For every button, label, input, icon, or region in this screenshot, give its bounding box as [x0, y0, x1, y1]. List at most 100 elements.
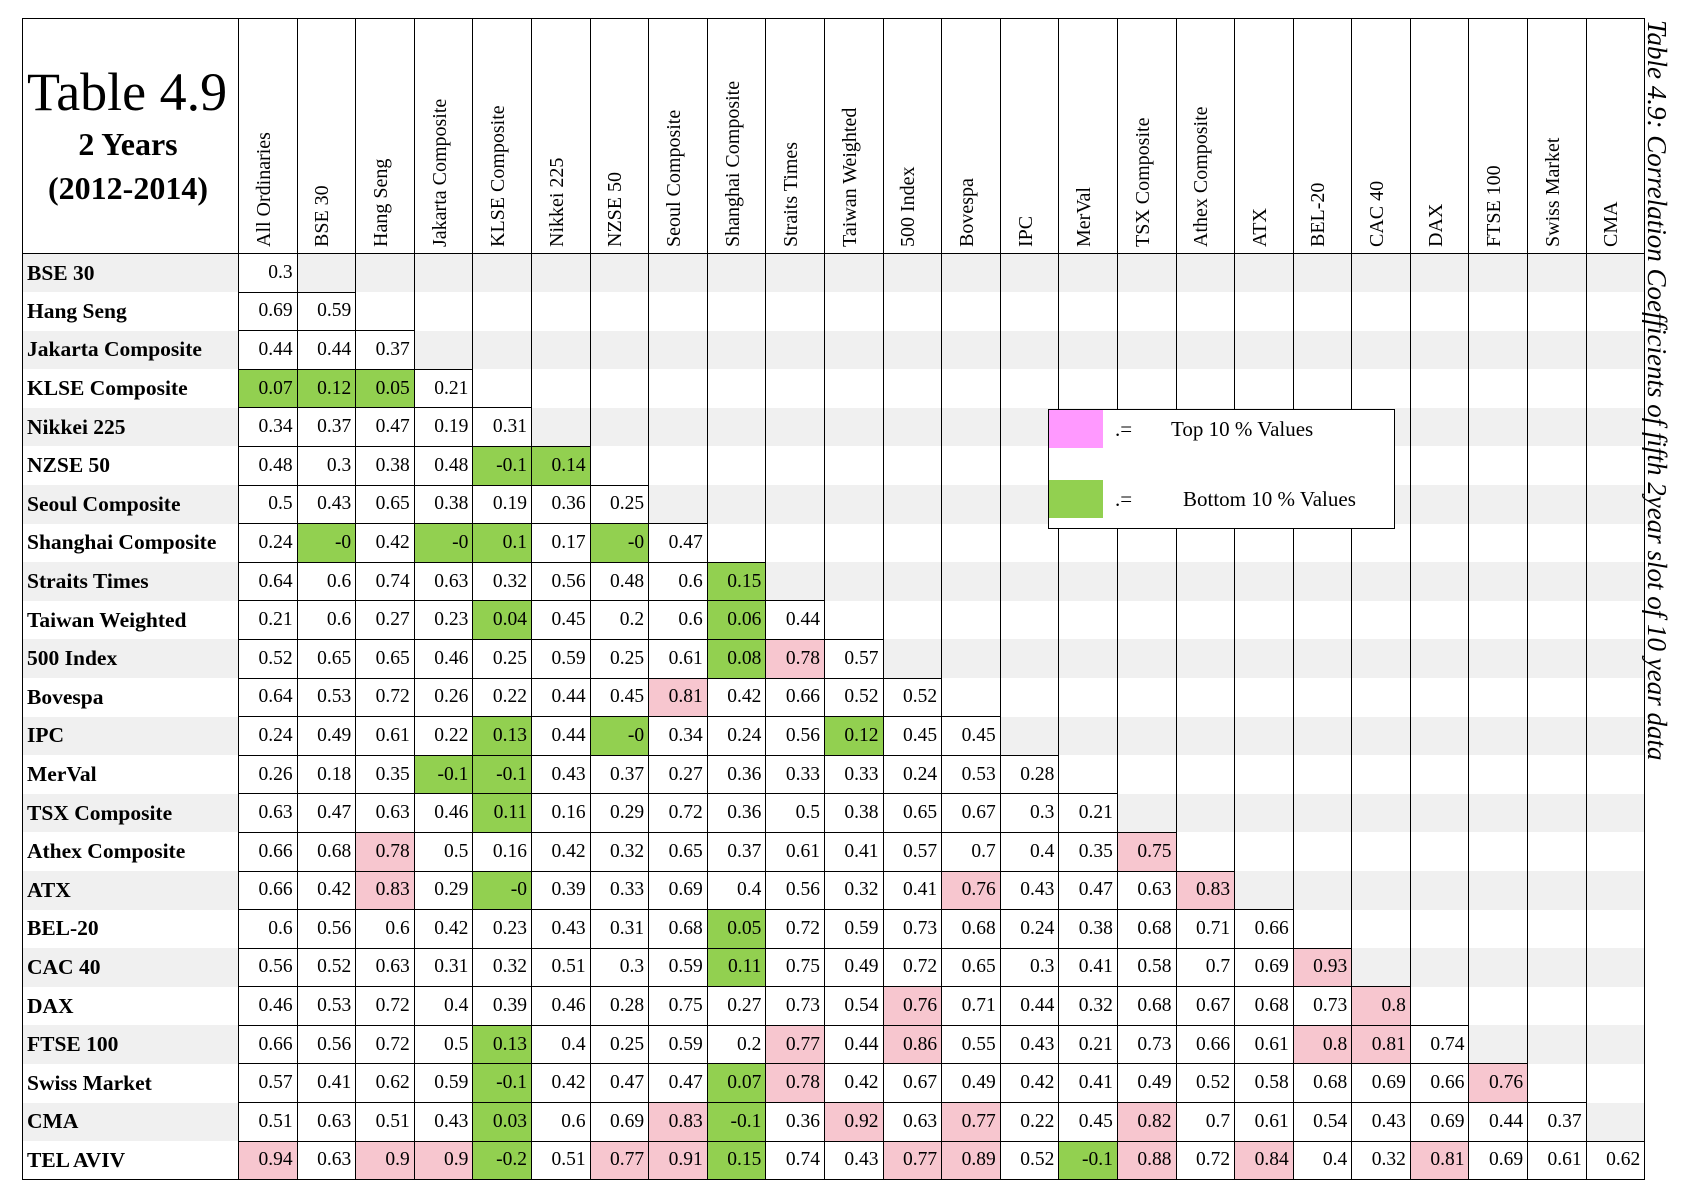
- row-label: DAX: [22, 986, 239, 1026]
- empty-cell: [1468, 407, 1528, 447]
- empty-cell: [1409, 369, 1469, 408]
- value-cell: 0.43: [1351, 1102, 1411, 1142]
- value-cell: 0.43: [530, 909, 591, 949]
- empty-cell: [1234, 253, 1294, 293]
- empty-cell: [1058, 678, 1118, 717]
- empty-cell: [1175, 678, 1235, 717]
- column-header: Athex Composite: [1175, 18, 1235, 254]
- correlation-table: Table 4.9 2 Years (2012-2014) All Ordina…: [22, 18, 1646, 1181]
- value-cell: 0.72: [648, 793, 708, 833]
- value-cell: 0.1: [472, 523, 532, 563]
- row-label: NZSE 50: [22, 446, 239, 486]
- value-cell: 0.69: [1409, 1102, 1469, 1142]
- empty-cell: [823, 330, 884, 370]
- empty-cell: [706, 446, 766, 486]
- empty-cell: [706, 407, 766, 447]
- value-cell: 0.06: [706, 600, 766, 640]
- value-cell: 0.68: [1116, 909, 1176, 949]
- value-cell: 0.32: [472, 561, 532, 602]
- empty-cell: [472, 292, 532, 331]
- value-cell: -0: [296, 523, 356, 563]
- empty-cell: [1468, 562, 1528, 601]
- empty-cell: [1527, 639, 1587, 679]
- empty-cell: [530, 369, 591, 408]
- value-cell: -0.1: [1058, 1140, 1118, 1181]
- empty-cell: [765, 523, 825, 563]
- column-header: BSE 30: [296, 18, 356, 254]
- empty-cell: [882, 639, 942, 679]
- empty-cell: [1409, 485, 1469, 524]
- empty-cell: [1585, 407, 1645, 447]
- empty-cell: [1292, 755, 1352, 794]
- value-cell: 0.68: [648, 909, 708, 949]
- empty-cell: [1468, 639, 1528, 679]
- empty-cell: [765, 407, 825, 447]
- value-cell: 0.57: [882, 831, 942, 872]
- column-header-label: Bovespa: [955, 178, 978, 247]
- column-header: Straits Times: [765, 18, 825, 254]
- value-cell: 0.41: [1058, 947, 1118, 988]
- empty-cell: [1527, 330, 1587, 370]
- empty-cell: [1058, 755, 1118, 794]
- value-cell: 0.73: [882, 909, 942, 949]
- value-cell: 0.88: [1116, 1140, 1176, 1181]
- value-cell: 0.65: [355, 484, 415, 525]
- legend-top-label: Top 10 % Values: [1171, 417, 1314, 441]
- value-cell: 0.58: [1234, 1063, 1294, 1104]
- value-cell: 0.57: [823, 638, 884, 679]
- empty-cell: [765, 562, 825, 601]
- empty-cell: [413, 253, 473, 293]
- value-cell: 0.56: [296, 1024, 356, 1065]
- value-cell: 0.42: [413, 909, 473, 949]
- value-cell: 0.41: [823, 831, 884, 872]
- value-cell: 0.77: [941, 1102, 1001, 1142]
- empty-cell: [999, 600, 1059, 640]
- empty-cell: [882, 523, 942, 563]
- empty-cell: [1527, 755, 1587, 794]
- empty-cell: [1351, 562, 1411, 601]
- empty-cell: [1527, 986, 1587, 1026]
- table-subtitle-range: (2012-2014): [48, 170, 208, 206]
- value-cell: 0.69: [1351, 1063, 1411, 1104]
- empty-cell: [1292, 832, 1352, 871]
- row-label: Athex Composite: [22, 832, 239, 871]
- empty-cell: [1409, 600, 1469, 640]
- value-cell: 0.31: [413, 947, 473, 988]
- column-header-label: TSX Composite: [1131, 117, 1154, 247]
- value-cell: 0.49: [941, 1063, 1001, 1104]
- empty-cell: [589, 292, 649, 331]
- value-cell: 0.24: [238, 716, 298, 756]
- empty-cell: [1585, 1063, 1645, 1103]
- table-row: Taiwan Weighted 0.21 0.6 0.27 0.23 0.04 0.45 0.…: [22, 600, 1645, 640]
- empty-cell: [1058, 292, 1118, 331]
- empty-cell: [1234, 330, 1294, 370]
- row-label: Taiwan Weighted: [22, 600, 239, 640]
- column-header-label: Straits Times: [780, 141, 803, 247]
- value-cell: 0.65: [882, 793, 942, 833]
- empty-cell: [1585, 523, 1645, 563]
- row-label: TSX Composite: [22, 793, 239, 833]
- value-cell: 0.54: [1292, 1102, 1352, 1142]
- value-cell: 0.47: [296, 793, 356, 833]
- value-cell: 0.77: [882, 1140, 942, 1181]
- value-cell: 0.73: [765, 986, 825, 1026]
- empty-cell: [1527, 793, 1587, 833]
- empty-cell: [530, 407, 591, 447]
- empty-cell: [1585, 1025, 1645, 1064]
- table-row: MerVal 0.26 0.18 0.35 -0.1 -0.1 0.43 0.37 0.27 0.…: [22, 754, 1645, 795]
- empty-cell: [1409, 871, 1469, 910]
- value-cell: 0.51: [238, 1102, 298, 1142]
- empty-cell: [1116, 292, 1176, 331]
- value-cell: 0.65: [296, 638, 356, 679]
- empty-cell: [589, 369, 649, 408]
- empty-cell: [648, 485, 708, 524]
- value-cell: 0.43: [823, 1140, 884, 1181]
- empty-cell: [941, 523, 1001, 563]
- empty-cell: [706, 369, 766, 408]
- value-cell: 0.56: [765, 716, 825, 756]
- empty-cell: [1175, 523, 1235, 563]
- empty-cell: [1468, 330, 1528, 370]
- column-header-label: NZSE 50: [604, 172, 627, 247]
- value-cell: 0.4: [1292, 1140, 1352, 1181]
- value-cell: 0.62: [1585, 1140, 1645, 1181]
